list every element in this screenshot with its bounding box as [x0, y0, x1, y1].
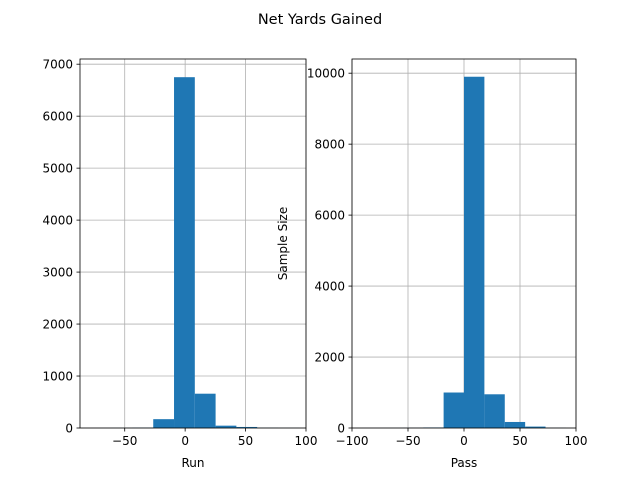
pass-y-axis-label: Sample Size — [276, 207, 290, 280]
run-y-tick-label: 1000 — [42, 369, 73, 383]
run-histogram-bar — [236, 426, 258, 428]
run-histogram-bar — [194, 393, 216, 428]
run-axes-frame — [79, 58, 307, 429]
pass-x-tick-label: 100 — [565, 434, 588, 448]
run-y-tick-label: 3000 — [42, 265, 73, 279]
run-histogram-bar — [153, 419, 175, 428]
pass-histogram-bar — [443, 392, 464, 428]
run-y-tick-label: 0 — [65, 421, 73, 435]
run-histogram-bar — [215, 425, 237, 428]
run-y-tick-label: 6000 — [42, 109, 73, 123]
pass-histogram-bar — [464, 76, 485, 428]
pass-y-tick-label: 10000 — [307, 66, 345, 80]
figure-title: Net Yards Gained — [258, 12, 382, 28]
run-y-tick-label: 7000 — [42, 57, 73, 71]
run-x-tick-label: 50 — [238, 434, 253, 448]
run-x-tick-label: 100 — [295, 434, 318, 448]
run-x-axis-label: Run — [181, 456, 204, 470]
pass-x-tick-label: −50 — [395, 434, 420, 448]
pass-y-tick-label: 4000 — [314, 279, 345, 293]
pass-y-tick-label: 6000 — [314, 208, 345, 222]
run-y-tick-label: 5000 — [42, 161, 73, 175]
run-y-tick-label: 2000 — [42, 317, 73, 331]
pass-x-tick-label: −100 — [336, 434, 369, 448]
pass-histogram-panel: −100 −50 0 50 100 0 2000 4000 6000 8000 10000 Pass S… — [276, 58, 588, 470]
pass-x-tick-label: 0 — [460, 434, 468, 448]
pass-histogram-bar — [504, 421, 526, 428]
pass-x-tick-label: 50 — [512, 434, 527, 448]
pass-histogram-bar — [525, 426, 546, 428]
pass-y-tick-label: 8000 — [314, 137, 345, 151]
pass-histogram-bar — [484, 394, 505, 428]
run-x-tick-label: 0 — [181, 434, 189, 448]
run-x-tick-label: −50 — [112, 434, 137, 448]
pass-y-tick-label: 0 — [337, 421, 345, 435]
run-histogram-bar — [174, 77, 195, 429]
run-y-tick-label: 4000 — [42, 213, 73, 227]
pass-x-axis-label: Pass — [451, 456, 478, 470]
run-histogram-panel: −50 0 50 10001000200030004000500060007000Ru… — [42, 57, 317, 470]
pass-y-tick-label: 2000 — [314, 350, 345, 364]
